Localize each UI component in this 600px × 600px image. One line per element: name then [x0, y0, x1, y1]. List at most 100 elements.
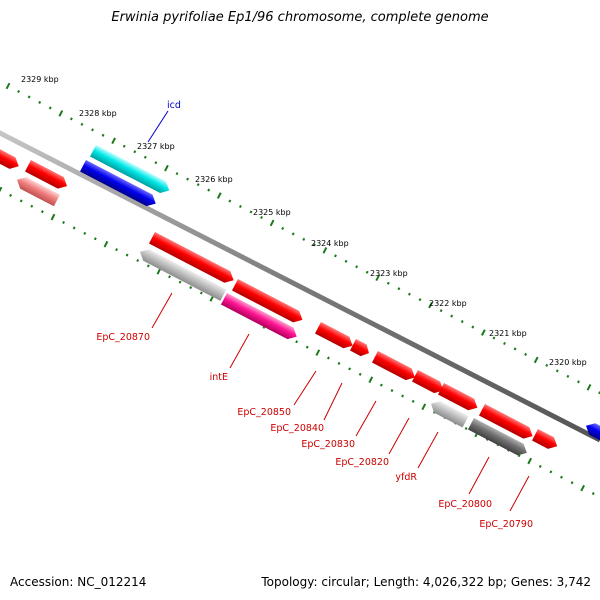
gene-label-epc-20820[interactable]: EpC_20820: [335, 457, 389, 468]
gene-feature[interactable]: [411, 370, 446, 396]
gene-feature-shape: [585, 423, 600, 441]
major-tick: [5, 82, 11, 90]
major-tick: [164, 164, 169, 172]
label-leader: [388, 417, 410, 455]
minor-tick: [570, 481, 574, 485]
gene-label-epc-20800[interactable]: EpC_20800: [438, 499, 492, 510]
minor-tick: [545, 363, 549, 367]
gene-label-inte[interactable]: intE: [210, 372, 228, 383]
minor-tick: [260, 215, 263, 220]
gene-labels: icd EpC_20870 intE EpC_20850 EpC_20840 E…: [96, 100, 533, 530]
gene-feature[interactable]: [148, 232, 237, 286]
minor-tick: [591, 492, 595, 496]
minor-tick: [189, 286, 193, 290]
gene-feature-shape: [24, 160, 68, 189]
label-leader: [293, 370, 317, 406]
gene-label-yfdr[interactable]: yfdR: [395, 472, 417, 483]
gene-feature[interactable]: [371, 351, 418, 383]
label-leader: [147, 110, 169, 143]
minor-tick: [30, 204, 34, 208]
minor-tick: [503, 341, 506, 346]
scale-label: 2322 kbp: [429, 299, 467, 308]
label-leader: [323, 382, 343, 421]
gene-feature[interactable]: [89, 145, 172, 196]
accession-text: Accession: NC_012214: [10, 575, 147, 589]
gene-feature-shape: [411, 370, 444, 394]
minor-tick: [143, 155, 147, 159]
gene-feature[interactable]: [79, 160, 159, 209]
minor-tick: [291, 232, 295, 236]
minor-tick: [281, 226, 285, 230]
gene-feature[interactable]: [349, 339, 372, 359]
gene-feature[interactable]: [220, 293, 300, 342]
major-tick: [586, 384, 592, 391]
gene-label-epc-20870[interactable]: EpC_20870: [96, 332, 150, 343]
minor-tick: [48, 106, 52, 110]
gene-feature-shape: [79, 160, 156, 207]
minor-tick: [115, 248, 118, 252]
gene-label-epc-20850[interactable]: EpC_20850: [237, 407, 291, 418]
minor-tick: [199, 291, 203, 295]
scale-label: 2320 kbp: [549, 358, 587, 367]
minor-tick: [238, 205, 242, 209]
major-tick: [216, 192, 222, 199]
gene-feature[interactable]: [531, 429, 560, 452]
topology-text: Topology: circular; Length: 4,026,322 bp…: [261, 575, 591, 589]
minor-tick: [207, 188, 211, 192]
gene-feature[interactable]: [0, 143, 22, 172]
minor-tick: [386, 281, 390, 285]
scale-label: 2324 kbp: [311, 239, 349, 248]
minor-tick: [186, 177, 190, 181]
scale-label: 2329 kbp: [21, 75, 59, 84]
gene-feature[interactable]: [14, 174, 60, 207]
gene-feature[interactable]: [467, 418, 530, 459]
gene-label-epc-20790[interactable]: EpC_20790: [479, 519, 533, 530]
label-leader: [468, 456, 490, 495]
gene-feature[interactable]: [437, 383, 480, 413]
major-tick: [421, 403, 427, 411]
gene-feature[interactable]: [231, 279, 305, 326]
gene-feature[interactable]: [314, 322, 356, 352]
minor-tick: [146, 264, 150, 268]
major-tick: [527, 457, 533, 465]
minor-tick: [450, 314, 454, 318]
minor-tick: [175, 172, 179, 176]
gene-label-icd[interactable]: icd: [167, 100, 181, 111]
gene-feature-shape: [531, 429, 558, 449]
minor-tick: [439, 309, 443, 313]
minor-tick: [390, 389, 394, 393]
gene-feature[interactable]: [583, 420, 600, 441]
gene-feature-shape: [139, 249, 227, 301]
minor-tick: [549, 470, 553, 474]
label-leaders: [147, 110, 530, 512]
gene-label-epc-20840[interactable]: EpC_20840: [270, 423, 324, 434]
major-tick: [111, 137, 116, 145]
major-tick: [315, 349, 321, 356]
minor-tick: [418, 298, 422, 302]
minor-tick: [40, 210, 44, 214]
major-tick: [269, 219, 275, 227]
scale-label: 2325 kbp: [253, 208, 291, 217]
label-leader: [417, 431, 439, 469]
minor-tick: [464, 426, 468, 431]
minor-tick: [411, 399, 415, 403]
gene-feature[interactable]: [24, 160, 70, 192]
gene-feature-shape: [371, 351, 415, 381]
minor-tick: [178, 280, 182, 284]
minor-tick: [72, 226, 76, 230]
gene-feature[interactable]: [428, 398, 469, 428]
major-tick: [428, 301, 433, 309]
minor-tick: [460, 320, 464, 324]
minor-tick: [524, 352, 528, 356]
gene-feature-shape: [16, 177, 60, 207]
minor-tick: [513, 347, 517, 351]
gene-feature[interactable]: [137, 246, 227, 301]
gene-feature-shape: [148, 232, 234, 283]
minor-tick: [407, 292, 411, 296]
gene-feature-shape: [467, 418, 527, 456]
scale-labels: 2329 kbp 2328 kbp 2327 kbp 2326 kbp 2325…: [21, 75, 587, 367]
minor-tick: [365, 270, 369, 274]
gene-label-epc-20830[interactable]: EpC_20830: [301, 439, 355, 450]
gene-feature[interactable]: [478, 404, 536, 442]
major-tick: [481, 329, 486, 336]
